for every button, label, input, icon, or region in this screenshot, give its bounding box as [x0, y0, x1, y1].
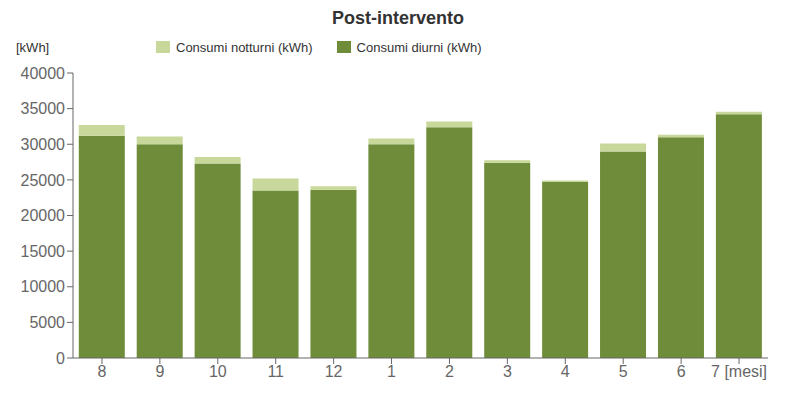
- svg-text:30000: 30000: [21, 136, 66, 153]
- html-text:Consumi notturni (kWh): Consumi notturni (kWh): [176, 39, 313, 55]
- svg-text:35000: 35000: [21, 100, 66, 117]
- html-text:Consumi diurni (kWh): Consumi diurni (kWh): [356, 39, 482, 55]
- svg-text:12: 12: [325, 363, 343, 380]
- svg-text:40000: 40000: [21, 65, 66, 82]
- svg-text:4: 4: [561, 363, 570, 380]
- svg-text:8: 8: [98, 363, 107, 380]
- html-text:Post-intervento: Post-intervento: [332, 8, 464, 28]
- html-text:[kWh]: [kWh]: [16, 39, 50, 55]
- svg-text:15000: 15000: [21, 243, 66, 260]
- svg-text:10000: 10000: [21, 278, 66, 295]
- svg-text:20000: 20000: [21, 207, 66, 224]
- svg-text:3: 3: [503, 363, 512, 380]
- svg-text:2: 2: [445, 363, 454, 380]
- svg-text:25000: 25000: [21, 172, 66, 189]
- svg-text:5: 5: [619, 363, 628, 380]
- svg-text:7 [mesi]: 7 [mesi]: [711, 363, 767, 380]
- svg-text:0: 0: [56, 350, 65, 367]
- svg-text:10: 10: [209, 363, 227, 380]
- svg-text:1: 1: [387, 363, 396, 380]
- svg-text:6: 6: [677, 363, 686, 380]
- svg-text:11: 11: [267, 363, 284, 380]
- svg-text:5000: 5000: [29, 314, 65, 331]
- svg-text:9: 9: [155, 363, 164, 380]
